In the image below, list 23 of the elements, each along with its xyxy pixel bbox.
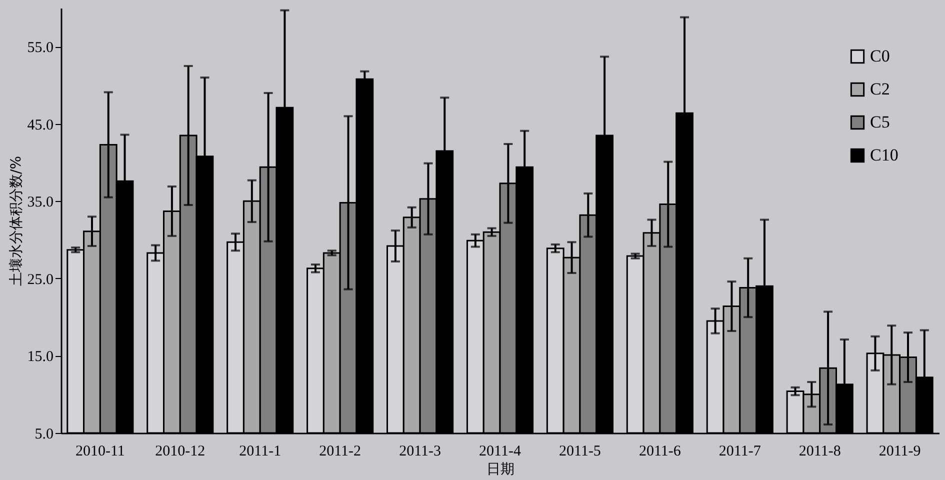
x-tick-label: 2011-7 xyxy=(718,444,762,460)
legend-label: C2 xyxy=(870,80,890,98)
x-tick-label: 2011-3 xyxy=(399,444,442,460)
x-tick-label: 2011-6 xyxy=(638,444,682,460)
legend-label: C10 xyxy=(870,146,898,164)
y-axis-title: 土壤水分体积分数/% xyxy=(8,156,24,286)
y-tick-label: 5.0 xyxy=(34,426,54,442)
y-tick-label: 35.0 xyxy=(27,194,54,211)
legend-label: C0 xyxy=(870,46,890,66)
y-tick-label: 25.0 xyxy=(27,272,54,288)
x-tick-label: 2011-5 xyxy=(558,444,601,460)
x-tick-label: 2011-2 xyxy=(319,444,362,460)
y-tick-label: 15.0 xyxy=(27,349,54,366)
x-tick-label: 2010-11 xyxy=(75,444,125,460)
x-tick-label: 2011-4 xyxy=(479,444,522,460)
x-tick-label: 2010-12 xyxy=(155,444,206,460)
x-axis-title: 日期 xyxy=(486,462,514,478)
x-tick-label: 2011-1 xyxy=(239,444,282,460)
y-tick-label: 55.0 xyxy=(27,40,54,56)
legend-label: C5 xyxy=(870,112,890,132)
x-tick-label: 2011-8 xyxy=(798,444,841,460)
x-tick-label: 2011-9 xyxy=(878,444,921,460)
y-tick-label: 45.0 xyxy=(27,117,54,134)
